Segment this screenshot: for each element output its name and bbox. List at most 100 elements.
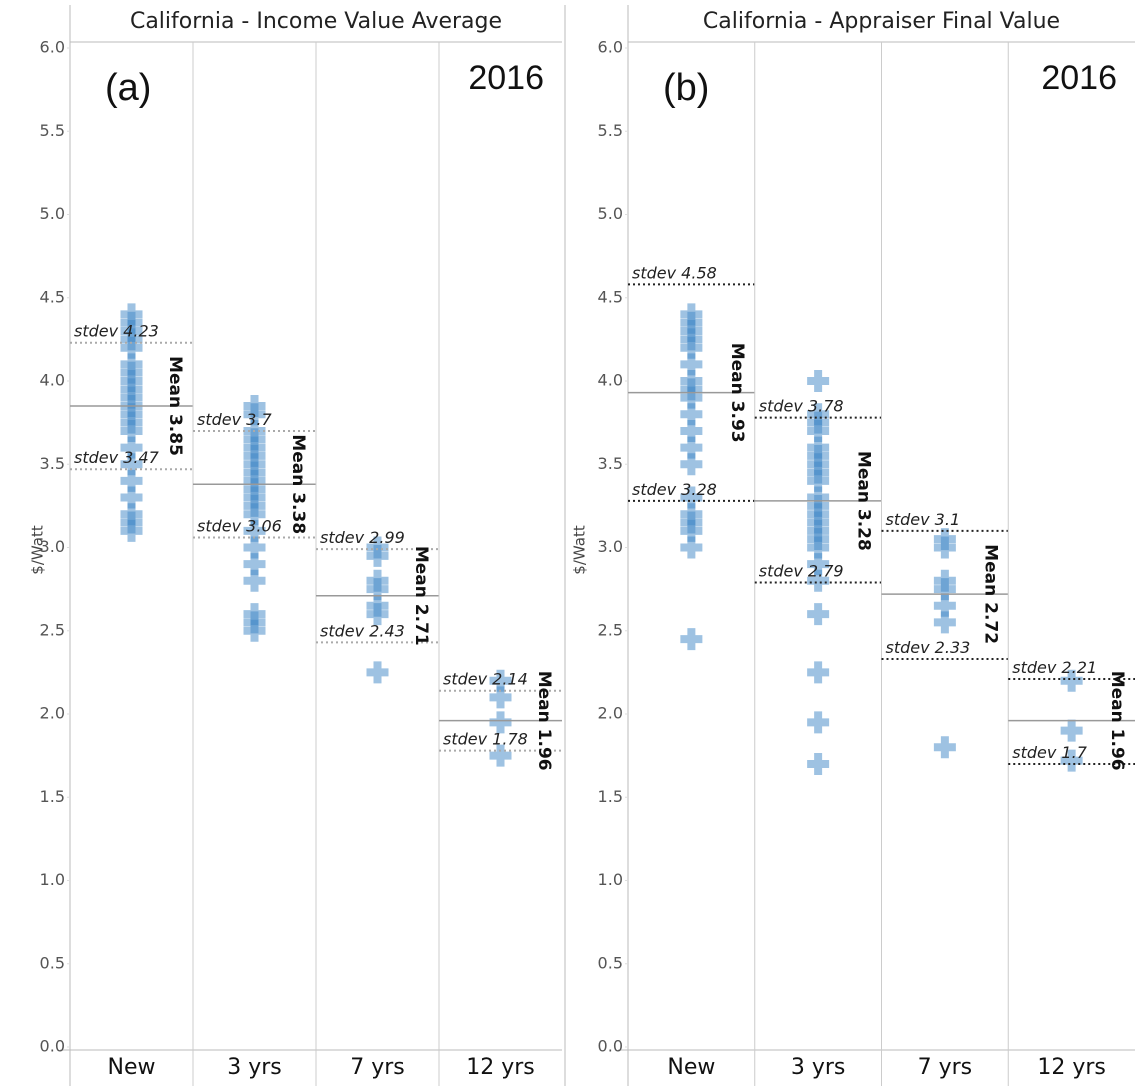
mean-value: 2.72 [980, 602, 1000, 644]
stdev-word: stdev [320, 528, 365, 547]
point [120, 419, 143, 442]
stdev-label: stdev 3.06 [197, 516, 282, 535]
y-tick-label: 3.5 [598, 454, 623, 473]
stdev-word: stdev [759, 561, 804, 580]
y-tick-label: 0.0 [598, 1037, 623, 1056]
mean-value: 1.96 [1107, 729, 1127, 771]
stdev-value: 2.43 [369, 621, 405, 640]
y-tick-label: 5.5 [40, 121, 65, 140]
point [807, 469, 830, 492]
stdev-value: 3.7 [246, 409, 272, 428]
y-tick-label: 1.5 [40, 787, 65, 806]
mean-label: Mean 2.72 [980, 544, 1000, 644]
x-tick-label: New [667, 1055, 715, 1080]
stdev-word: stdev [1012, 742, 1057, 761]
stdev-word: stdev [1012, 658, 1057, 677]
stdev-label: stdev 2.79 [759, 561, 844, 580]
stdev-label: stdev 3.28 [632, 479, 717, 498]
point [807, 603, 830, 626]
stdev-word: stdev [443, 669, 488, 688]
point [120, 519, 143, 542]
mean-value: 1.96 [534, 729, 554, 771]
stdev-value: 4.23 [123, 321, 159, 340]
stdev-word: stdev [632, 479, 677, 498]
y-tick-label: 1.0 [598, 870, 623, 889]
point [933, 536, 956, 559]
y-tick-label: 2.5 [598, 620, 623, 639]
stdev-label: stdev 1.78 [443, 729, 528, 748]
x-tick-label: 7 yrs [918, 1055, 973, 1080]
stdev-value: 2.14 [492, 669, 528, 688]
point [489, 711, 512, 734]
mean-word: Mean [288, 434, 308, 486]
x-tick-label: 3 yrs [227, 1055, 282, 1080]
point [807, 536, 830, 559]
mean-value: 3.38 [288, 492, 308, 534]
point [366, 544, 389, 567]
point [680, 519, 703, 542]
point [243, 619, 266, 642]
point [680, 486, 703, 509]
point [366, 603, 389, 626]
y-tick-label: 5.0 [40, 204, 65, 223]
point [807, 553, 830, 576]
stdev-word: stdev [74, 321, 119, 340]
point [680, 536, 703, 559]
stdev-label: stdev 4.58 [632, 263, 717, 282]
y-tick-label: 5.5 [598, 121, 623, 140]
y-tick-label: 4.5 [40, 287, 65, 306]
y-tick-label: 4.5 [598, 287, 623, 306]
point [120, 336, 143, 359]
point [1060, 669, 1083, 692]
point [489, 686, 512, 709]
y-tick-label: 3.5 [40, 454, 65, 473]
stdev-value: 3.06 [246, 516, 282, 535]
point [243, 536, 266, 559]
point [489, 744, 512, 767]
y-tick-label: 6.0 [598, 38, 623, 57]
point [933, 594, 956, 617]
point [807, 569, 830, 592]
point [933, 611, 956, 634]
year-label: 2016 [468, 59, 544, 97]
mean-label: Mean 3.28 [854, 451, 874, 551]
point [1060, 749, 1083, 772]
y-tick-label: 0.0 [40, 1037, 65, 1056]
point [680, 453, 703, 476]
point [807, 370, 830, 392]
y-tick-label: 4.0 [40, 371, 65, 390]
point [807, 419, 830, 442]
mean-word: Mean [165, 356, 185, 408]
point [120, 486, 143, 509]
point [366, 661, 389, 684]
mean-label: Mean 2.71 [411, 546, 431, 646]
y-tick-label: 2.0 [40, 704, 65, 723]
y-tick-label: 1.0 [40, 870, 65, 889]
stdev-value: 3.28 [681, 479, 717, 498]
stdev-word: stdev [197, 516, 242, 535]
mean-label: Mean 3.93 [727, 343, 747, 443]
point [933, 578, 956, 601]
stdev-word: stdev [74, 448, 119, 467]
mean-word: Mean [727, 343, 747, 395]
stdev-word: stdev [886, 638, 931, 657]
stdev-label: stdev 3.1 [886, 509, 961, 528]
stdev-label: stdev 2.21 [1012, 658, 1097, 677]
mean-word: Mean [411, 546, 431, 598]
panel-label: (a) [105, 67, 151, 109]
y-tick-label: 3.0 [40, 537, 65, 556]
mean-label: Mean 3.85 [165, 356, 185, 456]
stdev-label: stdev 3.78 [759, 396, 844, 415]
mean-word: Mean [980, 544, 1000, 596]
panel-label: (b) [663, 67, 709, 109]
point [120, 469, 143, 492]
y-tick-label: 0.5 [40, 953, 65, 972]
point [680, 628, 703, 651]
point [120, 453, 143, 476]
point [489, 669, 512, 692]
y-tick-label: 3.0 [598, 537, 623, 556]
y-tick-label: 5.0 [598, 204, 623, 223]
stdev-value: 1.78 [492, 729, 528, 748]
stdev-word: stdev [759, 396, 804, 415]
stdev-value: 4.58 [681, 263, 717, 282]
